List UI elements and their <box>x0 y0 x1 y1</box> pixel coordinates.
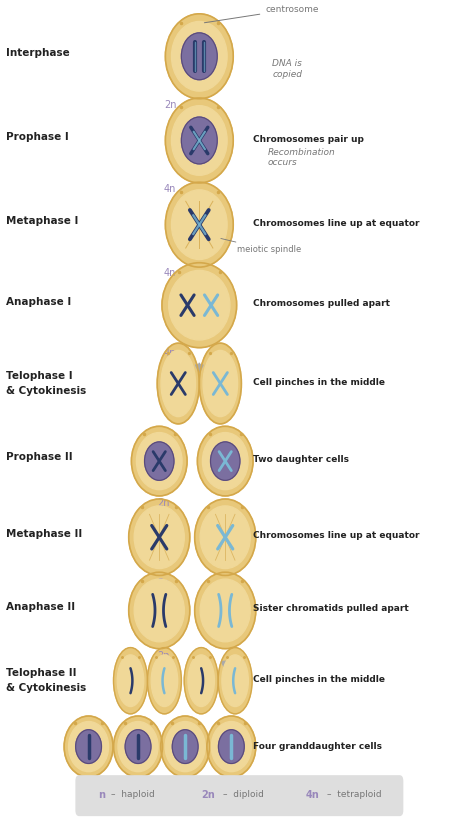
Text: Sister chromatids pulled apart: Sister chromatids pulled apart <box>254 604 409 613</box>
Ellipse shape <box>172 21 227 91</box>
Text: Chromosomes line up at equator: Chromosomes line up at equator <box>254 219 420 228</box>
Ellipse shape <box>131 427 187 496</box>
Ellipse shape <box>114 716 163 777</box>
Text: Telophase II: Telophase II <box>6 668 77 678</box>
Ellipse shape <box>200 506 250 568</box>
Ellipse shape <box>200 579 250 642</box>
Ellipse shape <box>137 432 182 490</box>
Text: Anaphase I: Anaphase I <box>6 296 72 306</box>
Ellipse shape <box>182 117 217 164</box>
FancyBboxPatch shape <box>75 775 403 817</box>
Text: Chromosomes line up at equator: Chromosomes line up at equator <box>254 532 420 541</box>
Ellipse shape <box>117 655 144 707</box>
Text: & Cytokinesis: & Cytokinesis <box>6 683 86 693</box>
Ellipse shape <box>165 182 233 267</box>
Ellipse shape <box>182 33 217 79</box>
Text: Anaphase II: Anaphase II <box>6 602 75 612</box>
Ellipse shape <box>203 351 237 417</box>
Text: n: n <box>77 781 83 791</box>
Text: Interphase: Interphase <box>6 48 70 57</box>
Ellipse shape <box>195 572 256 649</box>
Text: 2n: 2n <box>164 100 176 110</box>
Ellipse shape <box>64 716 113 777</box>
Text: 2n: 2n <box>157 498 169 509</box>
Ellipse shape <box>129 499 190 576</box>
Text: Cell pinches in the middle: Cell pinches in the middle <box>254 675 385 684</box>
Text: Prophase I: Prophase I <box>6 132 69 142</box>
Text: 4n: 4n <box>164 183 176 194</box>
Ellipse shape <box>219 730 244 763</box>
Text: Four granddaughter cells: Four granddaughter cells <box>254 742 383 751</box>
Text: Chromosomes pulled apart: Chromosomes pulled apart <box>254 299 391 308</box>
Ellipse shape <box>165 98 233 183</box>
Text: Telophase I: Telophase I <box>6 371 73 381</box>
Text: & Cytokinesis: & Cytokinesis <box>6 386 86 396</box>
Text: 2n: 2n <box>157 577 169 588</box>
Ellipse shape <box>147 648 182 714</box>
Text: Cell pinches in the middle: Cell pinches in the middle <box>254 378 385 387</box>
Ellipse shape <box>114 648 147 714</box>
Ellipse shape <box>157 343 199 424</box>
Ellipse shape <box>125 730 151 763</box>
Text: Recombination
occurs: Recombination occurs <box>268 147 336 167</box>
Ellipse shape <box>172 106 227 175</box>
Ellipse shape <box>222 655 248 707</box>
Ellipse shape <box>129 572 190 649</box>
Ellipse shape <box>207 716 256 777</box>
Text: Two daughter cells: Two daughter cells <box>254 455 349 464</box>
Text: –  haploid: – haploid <box>111 790 155 799</box>
Ellipse shape <box>161 351 195 417</box>
Ellipse shape <box>199 343 241 424</box>
Text: Prophase II: Prophase II <box>6 452 73 463</box>
Text: DNA is
copied: DNA is copied <box>273 59 302 79</box>
Ellipse shape <box>172 190 227 260</box>
Text: Metaphase I: Metaphase I <box>6 216 79 226</box>
Text: –  tetraploid: – tetraploid <box>327 790 382 799</box>
Text: meiotic spindle: meiotic spindle <box>221 238 301 255</box>
Ellipse shape <box>165 722 205 771</box>
Text: –  diploid: – diploid <box>223 790 264 799</box>
Text: 2n: 2n <box>157 651 169 661</box>
Text: 4n: 4n <box>164 349 176 359</box>
Ellipse shape <box>165 14 233 99</box>
Ellipse shape <box>169 270 230 340</box>
Ellipse shape <box>197 427 253 496</box>
Ellipse shape <box>151 655 178 707</box>
Text: 4n: 4n <box>164 268 176 278</box>
Text: n: n <box>98 790 105 800</box>
Ellipse shape <box>145 442 174 480</box>
Ellipse shape <box>184 648 218 714</box>
Ellipse shape <box>134 579 184 642</box>
Text: 2n: 2n <box>201 790 215 800</box>
Text: centrosome: centrosome <box>204 5 319 23</box>
Ellipse shape <box>210 442 240 480</box>
Ellipse shape <box>118 722 158 771</box>
Ellipse shape <box>195 499 256 576</box>
Ellipse shape <box>76 730 101 763</box>
Text: Metaphase II: Metaphase II <box>6 528 82 539</box>
Ellipse shape <box>188 655 214 707</box>
Ellipse shape <box>202 432 248 490</box>
Ellipse shape <box>211 722 251 771</box>
Ellipse shape <box>162 263 237 347</box>
Ellipse shape <box>69 722 109 771</box>
Text: Chromosomes pair up: Chromosomes pair up <box>254 134 365 143</box>
Text: 4n: 4n <box>305 790 319 800</box>
Ellipse shape <box>161 716 210 777</box>
Ellipse shape <box>172 730 198 763</box>
Ellipse shape <box>134 506 184 568</box>
Ellipse shape <box>218 648 252 714</box>
